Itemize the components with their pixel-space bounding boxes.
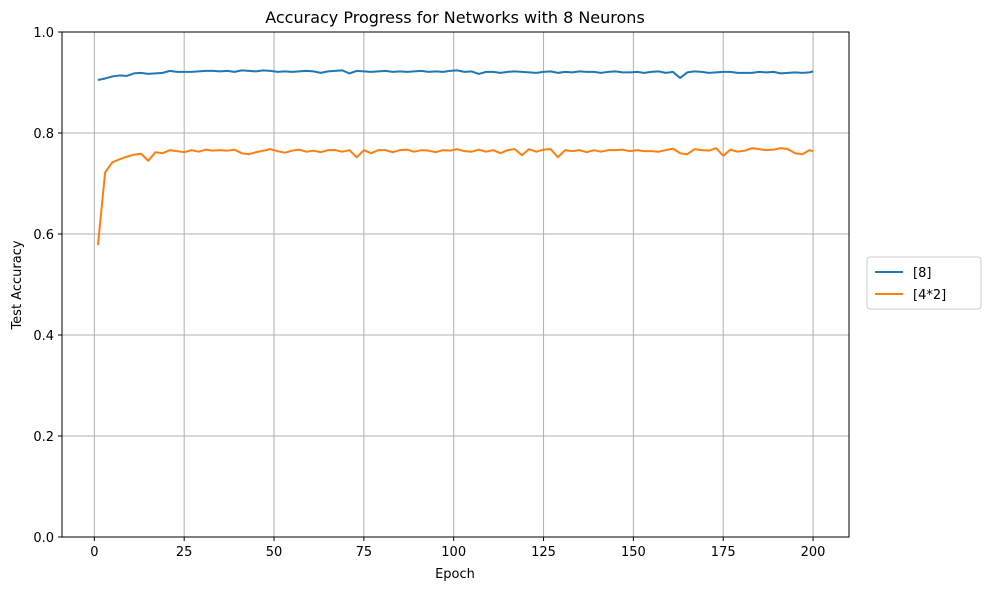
y-tick-label: 0.4 [33,329,54,344]
legend: [8] [4*2] [866,256,982,310]
y-axis-title: Test Accuracy [10,240,25,330]
x-tick-label: 200 [801,545,826,560]
x-tick-label: 100 [441,545,466,560]
series-line-1 [97,69,814,81]
x-tick-label: 125 [531,545,556,560]
plot-frame [61,31,850,538]
legend-label-series-1: [8] [913,266,931,281]
y-tick-label: 0.8 [33,127,54,142]
chart-title: Accuracy Progress for Networks with 8 Ne… [265,8,645,27]
grid-lines [62,31,849,538]
x-axis-ticks: 0 25 50 75 100 125 150 175 200 [90,537,825,560]
legend-box [866,256,982,310]
x-tick-label: 175 [711,545,736,560]
y-tick-label: 1.0 [33,26,54,41]
y-tick-label: 0.0 [33,531,54,546]
x-axis-title: Epoch [435,567,475,582]
x-tick-label: 0 [90,545,98,560]
series-lines [96,69,814,246]
x-tick-label: 150 [621,545,646,560]
series-line-2 [96,147,814,246]
x-tick-label: 25 [176,545,193,560]
y-tick-label: 0.2 [33,430,54,445]
legend-label-series-2: [4*2] [913,288,946,303]
y-tick-label: 0.6 [33,228,54,243]
y-axis-ticks: 0.0 0.2 0.4 0.6 0.8 1.0 [33,26,62,546]
x-tick-label: 75 [356,545,373,560]
x-tick-label: 50 [266,545,283,560]
